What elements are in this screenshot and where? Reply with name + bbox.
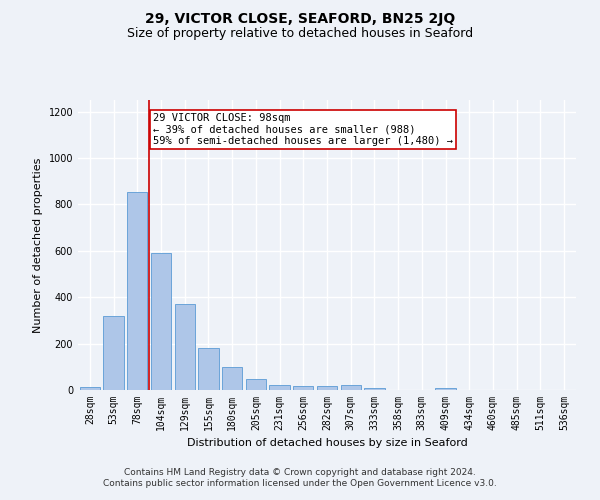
Bar [127, 192, 148, 390]
Bar [436, 388, 455, 390]
Bar [293, 386, 313, 390]
Text: Size of property relative to detached houses in Seaford: Size of property relative to detached ho… [127, 28, 473, 40]
Text: 29, VICTOR CLOSE, SEAFORD, BN25 2JQ: 29, VICTOR CLOSE, SEAFORD, BN25 2JQ [145, 12, 455, 26]
Bar [80, 386, 100, 390]
Text: Contains HM Land Registry data © Crown copyright and database right 2024.
Contai: Contains HM Land Registry data © Crown c… [103, 468, 497, 487]
Y-axis label: Number of detached properties: Number of detached properties [33, 158, 43, 332]
X-axis label: Distribution of detached houses by size in Seaford: Distribution of detached houses by size … [187, 438, 467, 448]
Bar [103, 316, 124, 390]
Bar [317, 386, 337, 390]
Bar [246, 379, 266, 390]
Bar [151, 253, 171, 390]
Text: 29 VICTOR CLOSE: 98sqm
← 39% of detached houses are smaller (988)
59% of semi-de: 29 VICTOR CLOSE: 98sqm ← 39% of detached… [152, 113, 453, 146]
Bar [222, 367, 242, 390]
Bar [199, 348, 218, 390]
Bar [364, 388, 385, 390]
Bar [269, 386, 290, 390]
Bar [341, 386, 361, 390]
Bar [175, 304, 195, 390]
